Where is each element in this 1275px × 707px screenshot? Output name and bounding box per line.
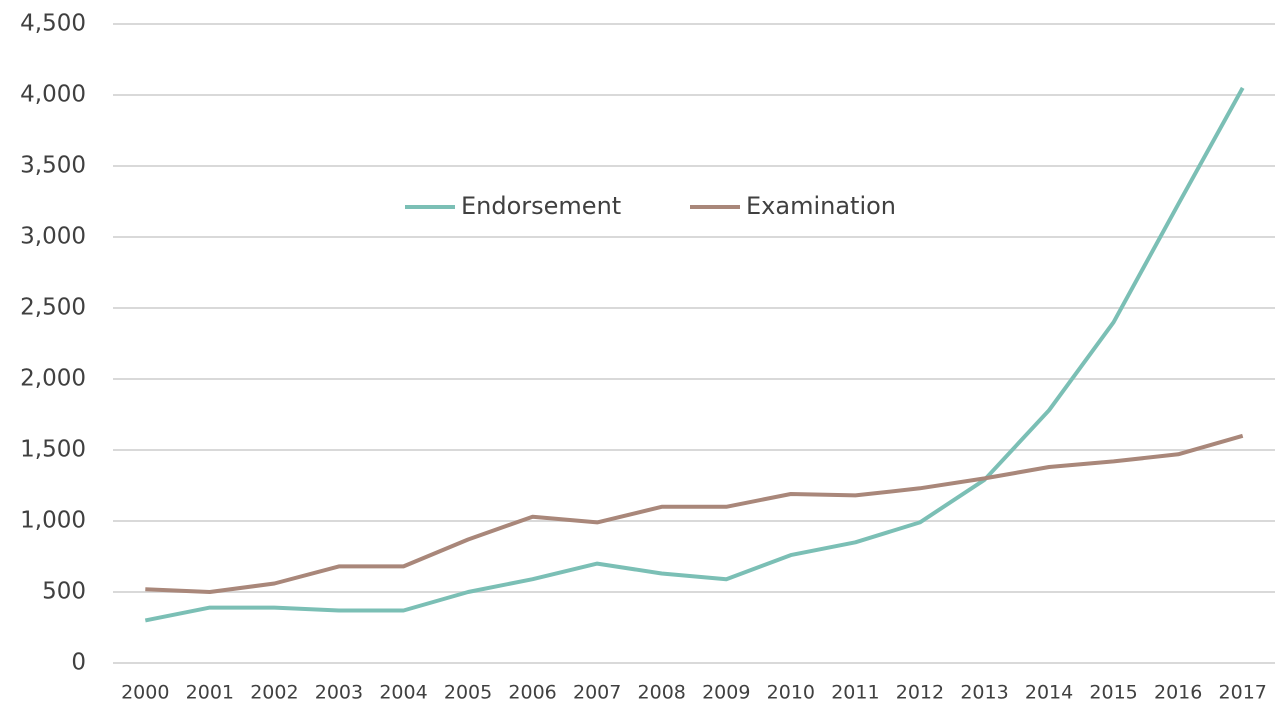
x-tick-label: 2012: [896, 682, 944, 704]
x-tick-label: 2004: [379, 682, 427, 704]
x-tick-label: 2007: [573, 682, 621, 704]
series-line: [145, 433, 1244, 594]
x-tick-label: 2010: [767, 682, 815, 704]
x-tick-label: 2001: [186, 682, 234, 704]
x-tick-label: 2015: [1089, 682, 1137, 704]
series-line: [144, 86, 1245, 623]
x-tick-label: 2009: [702, 682, 750, 704]
x-tick-label: 2006: [508, 682, 556, 704]
x-tick-label: 2008: [638, 682, 686, 704]
y-tick-label: 0: [71, 650, 86, 676]
y-tick-label: 500: [42, 579, 86, 605]
y-tick-label: 3,500: [20, 153, 86, 179]
y-tick-label: 4,000: [20, 82, 86, 108]
y-tick-label: 3,000: [20, 224, 86, 250]
x-tick-label: 2011: [831, 682, 879, 704]
x-tick-label: 2002: [250, 682, 298, 704]
x-tick-label: 2013: [960, 682, 1008, 704]
x-tick-label: 2005: [444, 682, 492, 704]
x-tick-label: 2017: [1219, 682, 1267, 704]
y-tick-label: 1,500: [20, 437, 86, 463]
y-tick-label: 4,500: [20, 11, 86, 37]
y-tick-label: 2,500: [20, 295, 86, 321]
y-tick-label: 2,000: [20, 366, 86, 392]
legend-label: Examination: [746, 192, 896, 220]
y-tick-label: 1,000: [20, 508, 86, 534]
x-tick-label: 2014: [1025, 682, 1073, 704]
legend-label: Endorsement: [461, 192, 621, 220]
x-tick-label: 2016: [1154, 682, 1202, 704]
x-tick-label: 2000: [121, 682, 169, 704]
x-tick-label: 2003: [315, 682, 363, 704]
